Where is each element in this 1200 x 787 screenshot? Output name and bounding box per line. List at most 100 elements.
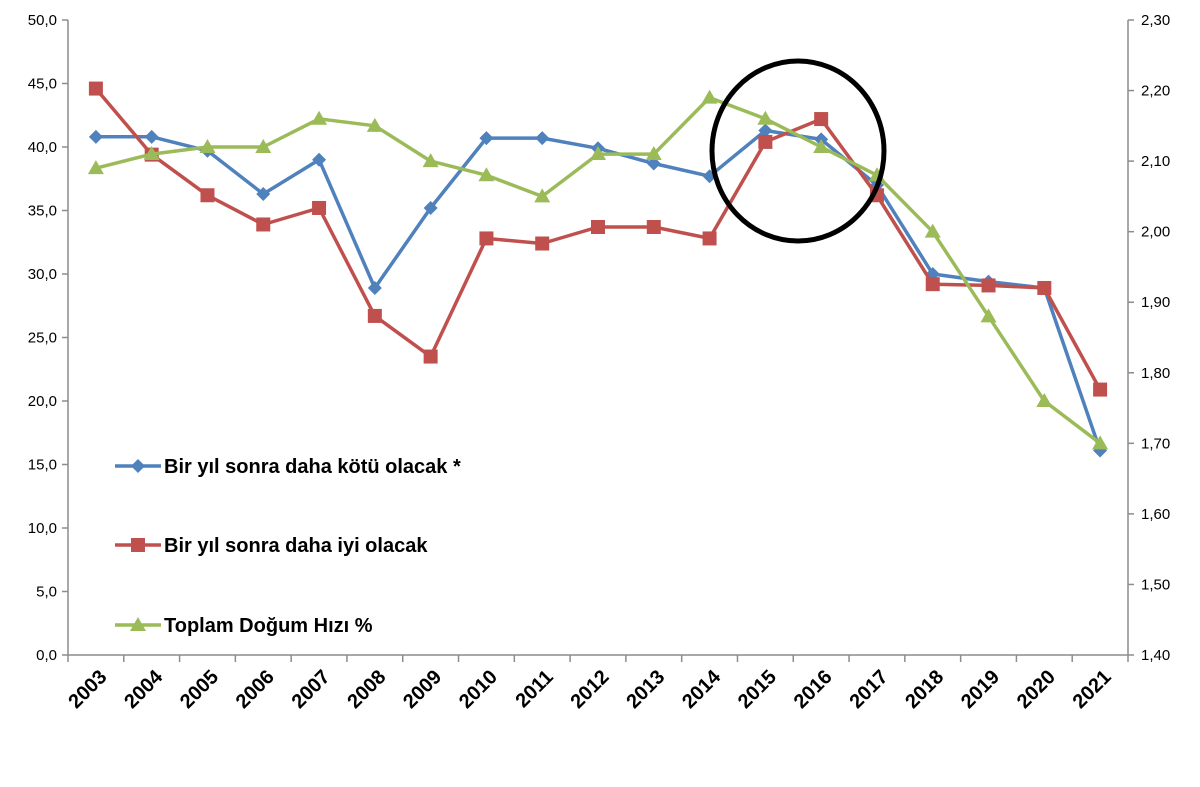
data-point-square xyxy=(758,134,773,149)
x-tick-label: 2016 xyxy=(790,666,837,713)
data-point-triangle xyxy=(422,153,439,168)
data-point-triangle xyxy=(143,146,160,161)
right-tick-label: 2,10 xyxy=(1141,153,1170,170)
legend-marker-square xyxy=(131,538,145,552)
left-tick-label: 20,0 xyxy=(28,393,57,410)
data-point-square xyxy=(312,200,327,215)
data-point-square xyxy=(591,220,605,235)
data-point-diamond xyxy=(535,131,550,146)
data-point-square xyxy=(367,308,382,323)
x-tick-label: 2010 xyxy=(455,666,502,713)
data-point-square xyxy=(1037,280,1052,295)
data-point-square xyxy=(925,277,940,292)
data-point-square xyxy=(479,231,494,246)
x-tick-label: 2021 xyxy=(1069,666,1116,713)
series-layer xyxy=(87,81,1109,458)
left-axis-ticks: 0,0 5,0 10,0 15,0 20,0 25,0 30,0 35,0 40,0 45,0 50… xyxy=(28,12,68,664)
left-tick-label: 50,0 xyxy=(28,12,57,29)
data-point-triangle xyxy=(534,188,551,203)
data-point-square xyxy=(423,349,438,364)
data-point-triangle xyxy=(1092,435,1109,450)
x-tick-label: 2018 xyxy=(901,666,948,713)
x-tick-label: 2014 xyxy=(678,665,726,713)
data-point-triangle xyxy=(1036,393,1053,407)
right-tick-label: 1,50 xyxy=(1141,576,1170,593)
data-point-diamond xyxy=(312,152,327,167)
legend-entry-birthrate: Toplam Doğum Hızı % xyxy=(115,615,373,637)
data-point-diamond xyxy=(256,186,271,201)
right-tick-label: 2,20 xyxy=(1141,83,1170,100)
data-point-triangle xyxy=(701,89,718,104)
right-tick-label: 1,90 xyxy=(1141,294,1170,311)
legend-marker-triangle xyxy=(130,617,146,631)
x-tick-label: 2008 xyxy=(343,666,390,713)
right-tick-label: 1,60 xyxy=(1141,506,1170,523)
right-tick-label: 1,80 xyxy=(1141,365,1170,382)
left-tick-label: 5,0 xyxy=(36,584,57,601)
x-tick-label: 2012 xyxy=(567,666,614,713)
right-tick-label: 2,30 xyxy=(1141,12,1170,29)
data-point-triangle xyxy=(590,146,606,161)
left-tick-label: 25,0 xyxy=(28,330,57,347)
data-point-triangle xyxy=(199,139,216,153)
series-line-1 xyxy=(95,128,1102,452)
x-tick-label: 2009 xyxy=(399,666,446,713)
data-point-triangle xyxy=(813,139,830,153)
data-point-triangle xyxy=(924,223,941,238)
highlight-circle xyxy=(709,58,887,244)
data-point-diamond xyxy=(88,129,103,144)
x-tick-label: 2011 xyxy=(512,666,558,712)
legend-label-worse: Bir yıl sonra daha kötü olacak * xyxy=(164,456,461,478)
x-tick-label: 2004 xyxy=(120,665,168,713)
data-point-square xyxy=(702,231,717,246)
data-point-square xyxy=(1093,382,1108,397)
x-tick-label: 2017 xyxy=(845,666,892,713)
data-point-diamond xyxy=(479,131,494,146)
x-tick-label: 2003 xyxy=(64,666,111,713)
data-point-square xyxy=(814,112,829,127)
data-point-triangle xyxy=(366,117,383,132)
x-tick-label: 2015 xyxy=(734,666,781,713)
x-tick-label: 2013 xyxy=(622,666,669,713)
data-point-diamond xyxy=(423,200,438,215)
data-point-triangle xyxy=(645,146,662,161)
data-point-triangle xyxy=(980,308,997,323)
x-tick-label: 2006 xyxy=(232,666,279,713)
data-point-square xyxy=(88,81,103,96)
right-tick-label: 1,70 xyxy=(1141,435,1170,452)
data-point-diamond xyxy=(758,123,773,138)
data-point-triangle xyxy=(255,139,272,153)
data-point-diamond xyxy=(144,129,159,144)
data-point-square xyxy=(535,236,550,251)
left-tick-label: 45,0 xyxy=(28,76,57,93)
data-point-square xyxy=(200,188,215,203)
left-tick-label: 30,0 xyxy=(28,266,57,283)
legend-entry-better: Bir yıl sonra daha iyi olacak xyxy=(115,535,428,557)
left-tick-label: 10,0 xyxy=(28,520,57,537)
x-tick-label: 2019 xyxy=(957,666,1004,713)
right-tick-label: 2,00 xyxy=(1141,224,1170,241)
data-point-square xyxy=(646,220,661,235)
series-line-2 xyxy=(94,87,1102,391)
data-point-triangle xyxy=(311,110,328,125)
data-point-triangle xyxy=(87,160,104,175)
data-point-triangle xyxy=(757,110,774,125)
x-axis-ticks: 2003 2004 2005 2006 2007 2008 2009 2010 2011 2012… xyxy=(64,655,1129,713)
left-tick-label: 35,0 xyxy=(28,203,57,220)
plot-area: 0,0 5,0 10,0 15,0 20,0 25,0 30,0 35,0 40,0 45,0 50… xyxy=(28,12,1170,713)
x-tick-label: 2020 xyxy=(1013,666,1060,713)
right-tick-label: 1,40 xyxy=(1141,647,1170,664)
x-tick-label: 2005 xyxy=(176,666,223,713)
legend: Bir yıl sonra daha kötü olacak * Bir yıl… xyxy=(115,456,461,637)
left-tick-label: 40,0 xyxy=(28,139,57,156)
data-point-square xyxy=(981,278,996,293)
x-tick-label: 2007 xyxy=(288,666,335,713)
data-point-square xyxy=(256,217,271,232)
legend-label-better: Bir yıl sonra daha iyi olacak xyxy=(164,535,428,557)
left-tick-label: 0,0 xyxy=(36,647,57,664)
legend-entry-worse: Bir yıl sonra daha kötü olacak * xyxy=(115,456,461,478)
data-point-triangle xyxy=(478,167,495,182)
right-axis-ticks: 1,40 1,50 1,60 1,70 1,80 1,90 2,00 2,10 2,20 2,30 xyxy=(1128,12,1170,664)
